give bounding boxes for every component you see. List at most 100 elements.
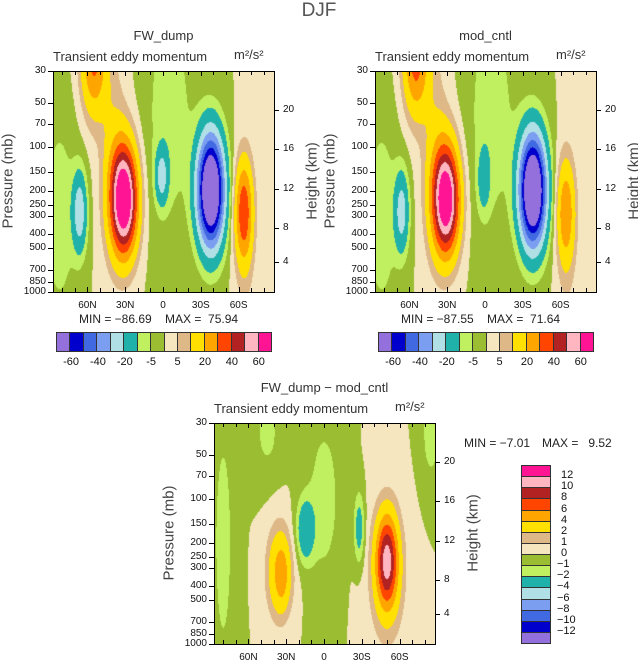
colorbar-box xyxy=(404,332,420,352)
lat-tick-top xyxy=(422,71,423,75)
pressure-tick xyxy=(48,204,53,206)
colorbar-box xyxy=(163,332,178,352)
lat-tick-top xyxy=(387,423,388,427)
lat-tick-top xyxy=(560,71,562,76)
lat-tick-bottom xyxy=(361,639,363,644)
colorbar-label: 1 xyxy=(561,535,568,548)
lat-tick-bottom xyxy=(175,288,177,292)
height-tick-label: 4 xyxy=(444,608,450,619)
lat-tick-bottom xyxy=(112,288,114,292)
pressure-tick xyxy=(370,234,375,236)
colorbar-label: 0 xyxy=(561,547,568,559)
colorbar-box xyxy=(96,332,111,352)
lat-tick-top xyxy=(200,71,202,76)
lat-tick-bottom xyxy=(409,287,411,292)
lat-tick-bottom xyxy=(125,287,127,292)
pressure-tick-label: 70 xyxy=(356,118,368,130)
lat-tick-bottom xyxy=(261,640,262,644)
lat-tick-top xyxy=(396,71,398,75)
pressure-tick xyxy=(370,146,375,148)
lat-tick-bottom xyxy=(349,640,351,644)
lat-tick-bottom xyxy=(273,640,275,644)
height-tick xyxy=(596,262,601,263)
colorbar-label: -5 xyxy=(468,356,478,368)
colorbar-box xyxy=(150,332,165,352)
contour-field-1 xyxy=(375,71,596,292)
colorbar-label: 5 xyxy=(496,356,503,368)
pressure-tick xyxy=(48,172,53,174)
lat-tick-label: 0 xyxy=(482,300,488,311)
lat-tick-top xyxy=(424,423,426,427)
max-value: MAX = 75.94 xyxy=(165,312,239,326)
height-tick xyxy=(596,110,601,111)
lat-tick-top xyxy=(497,71,499,75)
lat-tick-bottom xyxy=(298,640,300,644)
pressure-tick xyxy=(209,524,214,526)
colorbar-box xyxy=(485,332,500,352)
colorbar-box xyxy=(56,332,71,352)
lat-tick-bottom xyxy=(424,640,426,644)
pressure-tick-label: 300 xyxy=(190,562,207,574)
lat-tick-bottom xyxy=(434,288,436,292)
colorbar-box xyxy=(579,332,594,352)
subtitle: Transient eddy momentum xyxy=(214,401,369,416)
lat-tick-bottom xyxy=(223,640,225,644)
lat-tick-bottom xyxy=(374,640,376,644)
lat-tick-top xyxy=(137,71,139,75)
colorbar-label: -60 xyxy=(63,356,79,368)
lat-tick-top xyxy=(573,71,575,75)
lat-tick-bottom xyxy=(396,288,398,292)
pressure-tick xyxy=(209,586,214,588)
lat-tick-bottom xyxy=(399,639,401,644)
pressure-tick xyxy=(48,234,53,236)
height-tick-label: 16 xyxy=(283,143,295,154)
units-label: m²/s² xyxy=(395,399,425,414)
height-tick xyxy=(274,110,279,111)
pressure-tick xyxy=(209,423,214,424)
lat-tick-label: 60S xyxy=(390,652,409,663)
pressure-tick-label: 250 xyxy=(29,198,46,210)
pressure-tick xyxy=(370,71,375,72)
lat-tick-bottom xyxy=(447,287,449,292)
lat-tick-top xyxy=(238,71,240,76)
colorbar-label: -60 xyxy=(385,356,401,368)
height-tick-label: 8 xyxy=(605,222,611,233)
lat-tick-top xyxy=(100,71,101,75)
lat-tick-label: 30S xyxy=(513,300,532,311)
lat-tick-bottom xyxy=(248,639,250,644)
colorbar-box xyxy=(190,332,205,352)
height-tick xyxy=(435,541,440,542)
pressure-tick xyxy=(48,124,53,126)
pressure-tick xyxy=(209,476,214,478)
lat-tick-top xyxy=(273,423,275,427)
pressure-tick-label: 850 xyxy=(190,627,207,639)
pressure-tick-label: 700 xyxy=(29,263,46,275)
colorbar-box xyxy=(498,332,514,352)
pressure-tick-label: 500 xyxy=(29,242,46,254)
pressure-tick xyxy=(48,71,53,72)
pressure-tick-label: 250 xyxy=(351,198,368,210)
colorbar-label: −10 xyxy=(557,613,576,626)
lat-tick-label: 30N xyxy=(277,652,296,663)
colorbar-box xyxy=(539,332,554,352)
lat-tick-bottom xyxy=(286,639,288,644)
height-tick xyxy=(435,462,440,463)
colorbar-box xyxy=(445,332,460,352)
colorbar-box xyxy=(378,332,393,352)
colorbar-label: 12 xyxy=(561,469,574,482)
colorbar-box xyxy=(136,332,152,352)
colorbar-label: -40 xyxy=(411,356,428,368)
colorbar-label: 8 xyxy=(561,491,568,504)
pressure-tick-label: 100 xyxy=(190,492,207,504)
colorbar-box xyxy=(566,332,581,352)
pressure-tick-label: 700 xyxy=(190,615,207,627)
lat-tick-top xyxy=(384,71,386,75)
contour-field-0 xyxy=(53,71,274,292)
lat-tick-top xyxy=(510,71,512,75)
height-tick xyxy=(274,228,279,229)
lat-tick-top xyxy=(163,71,164,76)
lat-tick-top xyxy=(472,71,474,75)
min-value: MIN = −86.69 xyxy=(79,312,152,326)
lat-tick-label: 60N xyxy=(400,300,419,311)
lat-tick-bottom xyxy=(100,288,101,292)
